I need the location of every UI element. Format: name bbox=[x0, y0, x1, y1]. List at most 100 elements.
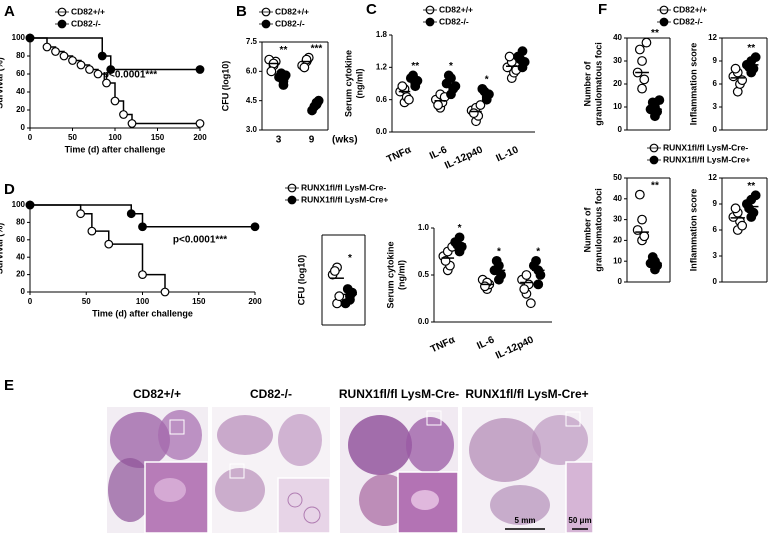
legend-label: RUNX1fl/fl LysM-Cre- bbox=[301, 182, 386, 192]
x-tick-label: 150 bbox=[192, 297, 206, 306]
significance: * bbox=[485, 75, 489, 86]
point bbox=[42, 42, 52, 52]
x-tick-label: 150 bbox=[151, 133, 165, 142]
significance: * bbox=[458, 223, 462, 234]
x-tick-label: 100 bbox=[108, 133, 122, 142]
point bbox=[475, 100, 486, 110]
point bbox=[443, 70, 454, 81]
point bbox=[119, 110, 128, 119]
point bbox=[93, 69, 103, 79]
significance: ** bbox=[651, 180, 659, 191]
point bbox=[744, 203, 754, 214]
point bbox=[76, 209, 86, 219]
p-value: p<0.0001*** bbox=[103, 70, 157, 81]
y-tick-label: 30 bbox=[613, 215, 622, 224]
point bbox=[25, 200, 35, 210]
y-tick-label: 3 bbox=[713, 251, 718, 260]
point bbox=[59, 51, 69, 61]
y-tick-label: 10 bbox=[613, 102, 622, 111]
x-tick-label: 3 bbox=[276, 135, 282, 146]
significance: ** bbox=[651, 28, 659, 39]
y-axis-label: Number of bbox=[582, 60, 592, 106]
point bbox=[276, 68, 287, 79]
point bbox=[730, 203, 741, 214]
y-axis-label: Survival (%) bbox=[0, 223, 4, 275]
y-tick-label: 40 bbox=[613, 33, 622, 42]
y-tick-label: 30 bbox=[613, 56, 622, 65]
histology-tile bbox=[340, 407, 459, 534]
y-axis-label: Serum cytokine bbox=[343, 50, 353, 117]
x-axis-label: Time (d) after challenge bbox=[65, 144, 166, 154]
point bbox=[110, 96, 120, 106]
point bbox=[452, 240, 463, 250]
legend-label: CD82+/+ bbox=[439, 4, 473, 14]
legend-label: CD82-/- bbox=[673, 16, 703, 26]
y-axis-label: granulomatous foci bbox=[593, 42, 603, 126]
point bbox=[450, 81, 461, 92]
point bbox=[637, 56, 647, 66]
y-axis-label: Serum cytokine bbox=[385, 241, 395, 308]
x-tick-label: IL-12p40 bbox=[494, 334, 536, 361]
y-tick-label: 10 bbox=[613, 256, 622, 265]
y-tick-label: 0.5 bbox=[418, 270, 430, 279]
point bbox=[250, 222, 260, 232]
x-tick-label: 200 bbox=[248, 297, 262, 306]
point bbox=[195, 119, 205, 128]
point bbox=[519, 284, 530, 295]
point bbox=[278, 80, 289, 90]
y-axis-label: Inflammation score bbox=[688, 43, 698, 126]
histology-tile bbox=[462, 407, 594, 534]
point bbox=[404, 94, 414, 105]
y-tick-label: 0.0 bbox=[376, 127, 388, 136]
x-unit: (wks) bbox=[332, 135, 358, 146]
point bbox=[730, 63, 741, 74]
significance: ** bbox=[411, 61, 419, 72]
x-tick-label: 50 bbox=[68, 133, 77, 142]
point bbox=[97, 51, 107, 61]
y-tick-label: 1.8 bbox=[376, 30, 388, 39]
y-tick-label: 12 bbox=[708, 173, 717, 182]
y-tick-label: 0 bbox=[21, 123, 26, 132]
x-tick-label: TNFα bbox=[385, 144, 414, 165]
y-tick-label: 20 bbox=[16, 105, 25, 114]
y-tick-label: 6 bbox=[713, 225, 718, 234]
y-tick-label: 4.5 bbox=[246, 96, 258, 105]
panel-label: F bbox=[598, 1, 607, 18]
panel-label: B bbox=[236, 3, 247, 20]
y-tick-label: 0.0 bbox=[418, 317, 430, 326]
y-tick-label: 0 bbox=[618, 277, 623, 286]
y-tick-label: 1.0 bbox=[418, 223, 430, 232]
y-tick-label: 3 bbox=[713, 102, 718, 111]
legend-label: CD82-/- bbox=[275, 18, 305, 28]
point bbox=[737, 220, 748, 231]
point bbox=[102, 78, 111, 88]
x-tick-label: 50 bbox=[82, 297, 91, 306]
legend-label: RUNX1fl/fl LysM-Cre+ bbox=[301, 194, 388, 204]
point bbox=[309, 101, 320, 112]
point bbox=[340, 298, 351, 309]
y-tick-label: 40 bbox=[16, 252, 25, 261]
legend-label: CD82-/- bbox=[439, 16, 469, 26]
y-tick-label: 0 bbox=[21, 287, 26, 296]
x-tick-label: TNFα bbox=[429, 334, 458, 355]
y-axis-label: Survival (%) bbox=[0, 57, 4, 109]
survival-line bbox=[30, 204, 255, 228]
point bbox=[342, 284, 353, 294]
point bbox=[266, 66, 277, 77]
significance: *** bbox=[311, 43, 323, 54]
point bbox=[479, 86, 490, 97]
point bbox=[126, 209, 136, 219]
point bbox=[637, 83, 647, 94]
point bbox=[85, 65, 94, 74]
panel-label: C bbox=[366, 1, 377, 18]
y-tick-label: 40 bbox=[613, 194, 622, 203]
point bbox=[637, 214, 647, 225]
point bbox=[480, 281, 490, 292]
point bbox=[647, 252, 658, 262]
y-axis-label: Inflammation score bbox=[688, 189, 698, 272]
y-axis-label: granulomatous foci bbox=[593, 188, 603, 272]
survival-line bbox=[30, 204, 166, 292]
y-axis-label: (ng/ml) bbox=[396, 260, 406, 290]
x-tick-label: 0 bbox=[28, 133, 33, 142]
